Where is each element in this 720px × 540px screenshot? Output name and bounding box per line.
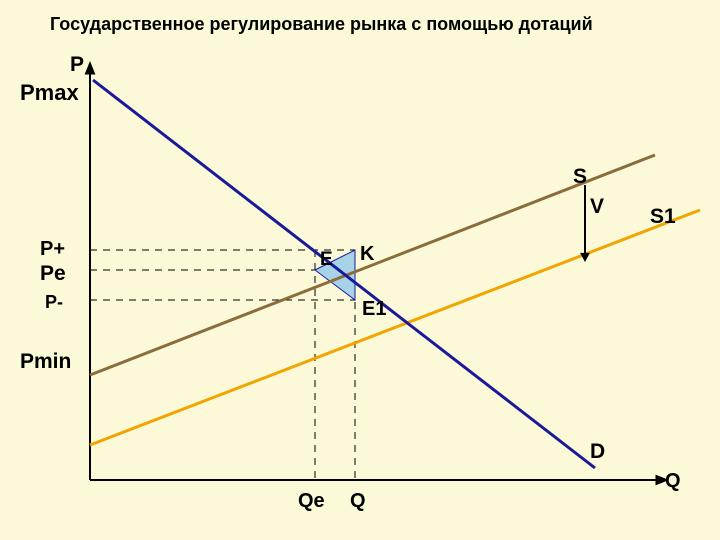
label-Pmin: Pmin bbox=[20, 350, 71, 374]
label-E1: E1 bbox=[362, 298, 386, 321]
diagram-canvas: Государственное регулирование рынка с по… bbox=[0, 0, 720, 540]
chart-svg bbox=[0, 0, 720, 540]
label-Pminus: P- bbox=[45, 292, 63, 313]
label-E: E bbox=[320, 249, 333, 271]
label-Pe: Pe bbox=[40, 262, 66, 286]
label-Qlab: Q bbox=[350, 490, 366, 513]
chart-title: Государственное регулирование рынка с по… bbox=[50, 14, 593, 35]
label-Qe: Qe bbox=[298, 490, 325, 513]
label-P: P bbox=[70, 53, 84, 77]
label-Pmax: Pmax bbox=[20, 80, 79, 106]
label-V: V bbox=[590, 195, 604, 219]
label-Pplus: P+ bbox=[40, 238, 65, 261]
label-D: D bbox=[590, 440, 605, 464]
label-S: S bbox=[573, 165, 587, 189]
label-S1: S1 bbox=[650, 205, 676, 229]
label-K: K bbox=[360, 243, 374, 266]
label-Qaxis: Q bbox=[665, 470, 681, 493]
